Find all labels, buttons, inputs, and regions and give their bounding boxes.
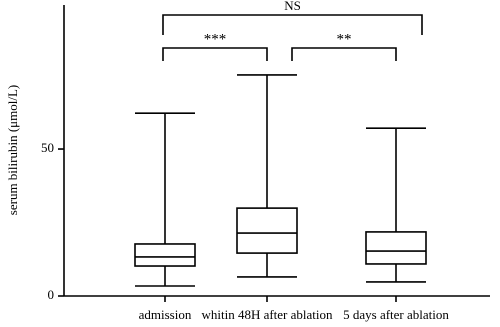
y-tick-label: 0 [48,287,55,302]
significance-bracket [162,14,423,35]
box [236,207,298,254]
y-axis-label: serum bilirubin (μmol/L) [5,85,20,215]
box [134,243,196,267]
x-tick-label: whitin 48H after ablation [201,307,333,322]
significance-label: ** [337,31,352,47]
significance-label: NS [284,0,301,13]
significance-bracket [162,47,268,61]
x-tick-label: admission [139,307,192,322]
y-tick-label: 50 [41,140,54,155]
box [365,231,427,265]
significance-label: *** [204,31,227,47]
x-tick-label: 5 days after ablation [343,307,449,322]
significance-bracket [291,47,397,61]
